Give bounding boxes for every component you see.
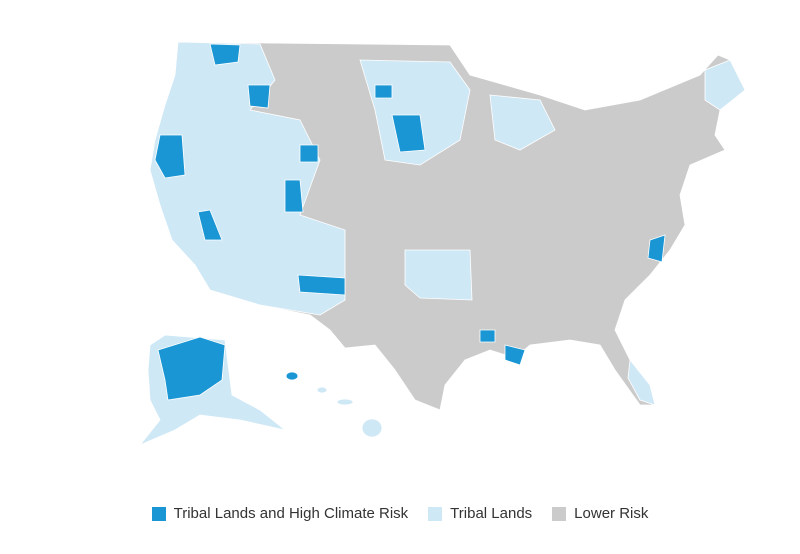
tribal-lands-great-lakes	[489, 94, 556, 151]
high-risk-area	[391, 114, 426, 153]
high-risk-area	[297, 274, 346, 296]
high-risk-area	[504, 344, 526, 366]
hawaii-island	[316, 386, 328, 394]
high-risk-area	[209, 43, 241, 66]
high-risk-area	[374, 84, 393, 99]
tribal-lands-maine	[704, 59, 746, 111]
tribal-lands-oklahoma	[404, 249, 473, 301]
legend-label: Tribal Lands	[450, 505, 533, 522]
high-risk-area	[247, 84, 271, 109]
legend-label: Lower Risk	[574, 505, 649, 522]
legend-swatch	[552, 506, 567, 521]
tribal-lands-west	[149, 41, 346, 316]
hawaii-island	[285, 371, 299, 381]
map	[139, 41, 746, 446]
high-risk-area	[479, 329, 496, 343]
high-risk-area	[154, 134, 186, 179]
legend-swatch	[151, 506, 166, 521]
legend-swatch	[428, 506, 443, 521]
alaska-high-risk	[157, 336, 226, 401]
high-risk-area	[299, 144, 319, 163]
high-risk-area	[197, 209, 223, 241]
legend-item: Tribal Lands and High Climate Risk	[151, 505, 409, 522]
tribal-lands-florida	[627, 358, 656, 406]
legend: Tribal Lands and High Climate Risk Triba…	[0, 505, 800, 522]
hawaii-island	[336, 398, 354, 406]
legend-label: Tribal Lands and High Climate Risk	[173, 505, 409, 522]
hawaii-island	[361, 418, 383, 438]
high-risk-area	[284, 179, 304, 213]
legend-item: Lower Risk	[552, 505, 648, 522]
high-risk-area	[647, 234, 666, 263]
legend-item: Tribal Lands	[428, 505, 532, 522]
